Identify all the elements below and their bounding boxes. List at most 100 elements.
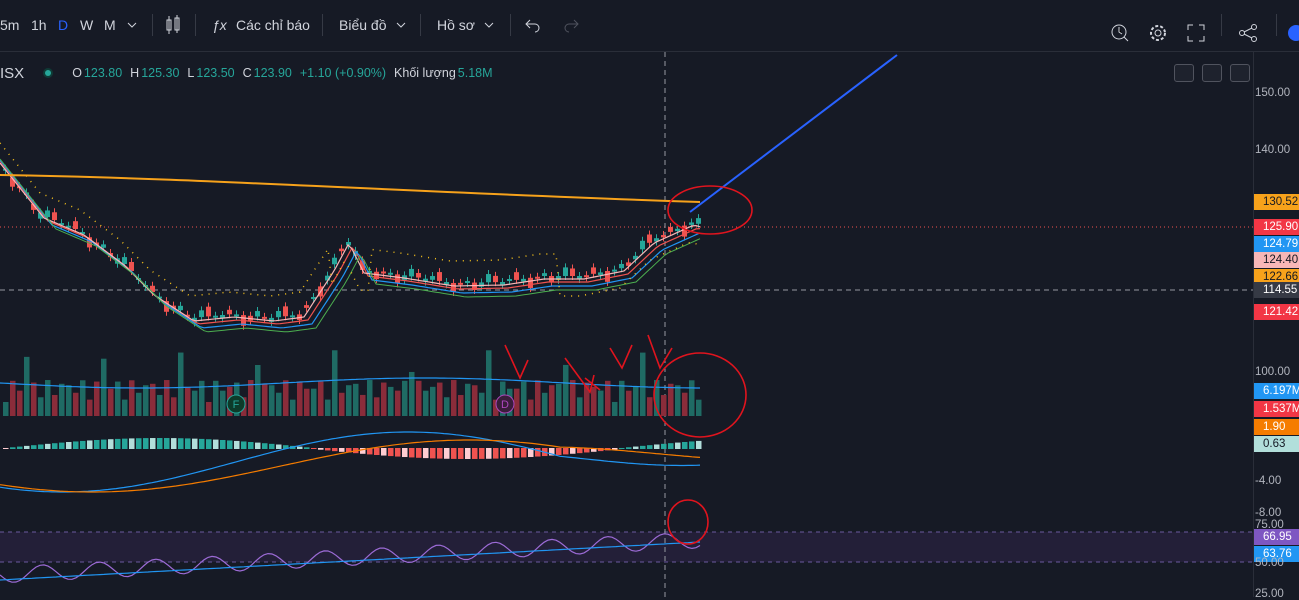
chevron[interactable]: [395, 19, 407, 31]
indicators-button[interactable]: Các chỉ báo: [236, 17, 310, 33]
volume-bar: [122, 399, 128, 416]
volume-bar: [661, 395, 667, 416]
indicator-line: [0, 431, 701, 493]
interval[interactable]: W: [80, 17, 94, 33]
volume-bar: [395, 390, 401, 416]
chart-type-button[interactable]: Biểu đồ: [339, 17, 387, 33]
candle-body: [542, 273, 547, 276]
symbol: ISX: [0, 64, 25, 82]
candle-body: [626, 262, 631, 266]
maximize-button[interactable]: [1202, 64, 1222, 82]
interval[interactable]: 1h: [31, 17, 47, 33]
macd-bar: [458, 448, 464, 459]
macd-bar: [10, 447, 16, 449]
volume-bar: [115, 381, 121, 416]
volume-bar: [570, 380, 576, 416]
macd-bar: [367, 448, 373, 455]
status-dot: [43, 68, 54, 78]
macd-bar: [549, 448, 555, 456]
volume-bar: [325, 399, 331, 416]
candle-body: [556, 276, 561, 280]
settings-icon[interactable]: [1148, 23, 1168, 43]
volume-bar: [10, 380, 16, 416]
candle-body: [416, 272, 421, 278]
chevron[interactable]: [126, 19, 138, 31]
macd-bar: [157, 438, 163, 449]
ma-badge: 122.66: [1254, 269, 1299, 285]
axis-label: -8.00: [1255, 507, 1282, 519]
redo[interactable]: [563, 17, 579, 33]
volume-bar: [255, 364, 261, 416]
volume-bar: [24, 356, 30, 416]
candle-body: [59, 223, 64, 226]
fx-icon[interactable]: ƒx: [212, 17, 227, 33]
candle-body: [311, 297, 316, 300]
macd-bar: [640, 445, 646, 449]
candle-body: [689, 222, 694, 225]
macd-bar: [563, 448, 569, 455]
undo[interactable]: [525, 17, 541, 33]
macd-bar: [521, 448, 527, 458]
candle-body: [150, 285, 155, 292]
candle-body: [339, 248, 344, 252]
interval[interactable]: M: [104, 17, 116, 33]
volume-bar: [143, 385, 149, 416]
macd-bar: [577, 448, 583, 454]
macd-bar: [689, 441, 695, 449]
macd-bar: [136, 438, 142, 449]
fullscreen-icon[interactable]: [1187, 24, 1205, 42]
volume-bar: [465, 383, 471, 416]
candle-body: [612, 269, 617, 272]
open-label: O: [72, 66, 82, 80]
macd-bar: [80, 440, 86, 449]
event-label: F: [233, 399, 240, 411]
interval[interactable]: 5m: [0, 17, 20, 33]
candle-body: [290, 315, 295, 318]
candle-body: [479, 282, 484, 287]
macd-bar: [31, 445, 37, 449]
volume-bar: [374, 397, 380, 416]
candle-icon[interactable]: [164, 15, 182, 35]
macd-bar: [178, 438, 184, 449]
candle-body: [444, 282, 449, 285]
macd-bar: [17, 446, 23, 449]
restore-button[interactable]: [1230, 64, 1250, 82]
interval[interactable]: D: [58, 17, 69, 33]
macd-bar: [388, 448, 394, 457]
change: +1.10 (+0.90%): [299, 66, 387, 80]
price-axis: [1253, 52, 1299, 597]
candle-body: [45, 210, 50, 218]
candle-body: [31, 203, 36, 210]
candle-body: [668, 226, 673, 232]
macd-bar: [430, 448, 436, 459]
macd-bar: [374, 448, 380, 456]
profile-button[interactable]: Hồ sơ: [437, 17, 475, 33]
candle-body: [584, 275, 589, 278]
volume-bar: [619, 380, 625, 416]
chart-area: F D: [0, 52, 1253, 597]
candle-body: [185, 314, 190, 317]
macd-bar: [465, 448, 471, 459]
macd-bar: [346, 448, 352, 453]
alert-icon[interactable]: [1110, 23, 1130, 43]
candle-body: [458, 282, 463, 285]
macd-bar: [311, 448, 317, 450]
volume-bar: [367, 380, 373, 416]
volume-bar: [493, 399, 499, 416]
volume-bar: [45, 380, 51, 416]
volume-bar: [80, 380, 86, 416]
volume-bar: [94, 381, 100, 416]
volume-bar: [66, 385, 72, 416]
macd-bar: [570, 448, 576, 454]
avatar[interactable]: [1287, 24, 1299, 42]
event-marker: [226, 394, 246, 414]
share-icon[interactable]: [1238, 23, 1258, 43]
chevron[interactable]: [483, 19, 495, 31]
macd-bar: [122, 438, 128, 449]
volume-bar: [290, 399, 296, 416]
macd-bar: [255, 442, 261, 449]
macd-bar: [437, 448, 443, 459]
volume-bar: [87, 399, 93, 416]
collapse-button[interactable]: [1174, 64, 1194, 82]
axis-label: 25.00: [1255, 588, 1284, 600]
